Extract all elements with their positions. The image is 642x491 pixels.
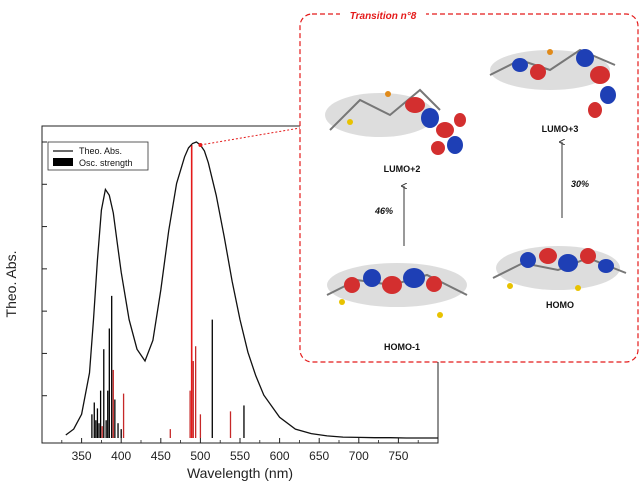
orbital-label-lumo3: LUMO+3 (542, 124, 579, 134)
orbital-label-lumo2: LUMO+2 (384, 164, 421, 174)
x-tick-label: 600 (270, 449, 290, 463)
molecule-homo (492, 246, 627, 291)
x-tick-label: 400 (111, 449, 131, 463)
x-tick-labels: 350 400 450 500 550 600 650 700 750 (72, 449, 409, 463)
annotation-connector (200, 127, 301, 146)
x-tick-label: 350 (72, 449, 92, 463)
oscillator-sticks (91, 144, 245, 438)
contribution-homo1-lumo2: 46% (374, 206, 393, 216)
transition-inset: Transition n°8 (299, 8, 639, 363)
inset-title-bg (340, 8, 426, 22)
molecule-lumo2 (325, 88, 466, 155)
y-axis-title: Theo. Abs. (3, 251, 19, 318)
theo-abs-line (65, 141, 438, 439)
molecule-homo1 (326, 263, 468, 318)
x-tick-label: 500 (190, 449, 210, 463)
orbital-label-homo: HOMO (546, 300, 574, 310)
legend: Theo. Abs. Osc. strength (47, 141, 149, 171)
axis-ticks (42, 141, 419, 443)
x-axis-title: Wavelength (nm) (187, 465, 293, 481)
x-tick-label: 650 (309, 449, 329, 463)
legend-label-osc-strength: Osc. strength (79, 158, 133, 168)
x-tick-label: 550 (230, 449, 250, 463)
x-tick-label: 700 (349, 449, 369, 463)
contribution-homo-lumo3: 30% (571, 179, 589, 189)
legend-label-theo-abs: Theo. Abs. (79, 146, 122, 156)
inset-title: Transition n°8 (350, 11, 417, 22)
x-tick-label: 750 (388, 449, 408, 463)
molecule-lumo3 (489, 48, 616, 118)
orbital-label-homo1: HOMO-1 (384, 342, 420, 352)
legend-bar-swatch (53, 158, 73, 166)
legend-box (47, 141, 149, 171)
x-tick-label: 450 (151, 449, 171, 463)
inset-frame (299, 13, 639, 363)
